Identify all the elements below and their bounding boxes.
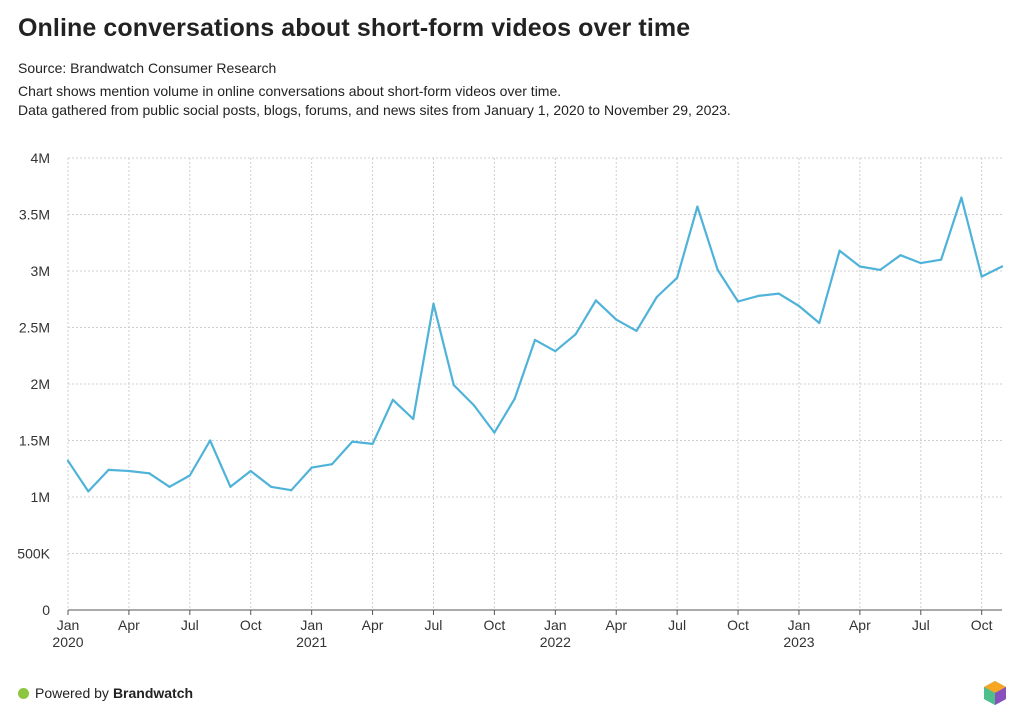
x-tick-label: Oct bbox=[971, 617, 993, 633]
x-tick-label: Jan bbox=[300, 617, 323, 633]
x-tick-label: Jan bbox=[544, 617, 567, 633]
data-point bbox=[838, 249, 841, 252]
y-tick-label: 2.5M bbox=[19, 320, 50, 336]
data-point bbox=[87, 490, 90, 493]
x-tick-label: Apr bbox=[362, 617, 384, 633]
data-point bbox=[127, 469, 131, 473]
y-tick-label: 500K bbox=[17, 546, 50, 562]
data-point bbox=[66, 459, 70, 462]
data-point bbox=[858, 265, 861, 268]
data-point bbox=[736, 300, 740, 303]
y-tick-label: 4M bbox=[31, 150, 50, 166]
x-year-label: 2020 bbox=[52, 634, 83, 650]
x-tick-label: Jul bbox=[181, 617, 199, 633]
data-point bbox=[676, 276, 679, 279]
data-point bbox=[818, 321, 821, 325]
data-point bbox=[919, 261, 922, 265]
data-point bbox=[371, 442, 374, 445]
data-point bbox=[209, 439, 212, 442]
y-tick-label: 2M bbox=[31, 376, 50, 392]
data-point bbox=[797, 304, 801, 308]
y-tick-label: 3.5M bbox=[19, 207, 50, 223]
x-year-label: 2023 bbox=[783, 634, 814, 650]
y-tick-label: 1.5M bbox=[19, 433, 50, 449]
chart-title: Online conversations about short-form vi… bbox=[18, 14, 691, 42]
data-point bbox=[472, 404, 476, 407]
x-tick-label: Jan bbox=[57, 617, 80, 633]
data-point bbox=[1000, 265, 1004, 268]
x-tick-label: Jan bbox=[788, 617, 811, 633]
x-tick-label: Oct bbox=[727, 617, 749, 633]
x-tick-label: Apr bbox=[849, 617, 871, 633]
data-point bbox=[330, 463, 334, 466]
y-tick-label: 0 bbox=[42, 602, 50, 618]
brandwatch-logo-icon bbox=[984, 681, 1006, 705]
data-point bbox=[594, 299, 598, 302]
data-point bbox=[615, 318, 618, 321]
data-point bbox=[493, 431, 496, 434]
source-text: Source: Brandwatch Consumer Research bbox=[18, 60, 277, 76]
x-year-label: 2022 bbox=[540, 634, 571, 650]
brandwatch-dot-icon bbox=[18, 687, 29, 699]
data-point bbox=[574, 333, 577, 336]
data-point bbox=[980, 275, 983, 278]
data-point bbox=[290, 489, 293, 492]
data-point bbox=[696, 205, 699, 208]
data-point bbox=[188, 474, 191, 477]
data-point bbox=[351, 440, 354, 443]
data-point bbox=[939, 258, 943, 261]
data-point bbox=[777, 292, 780, 295]
data-point bbox=[391, 398, 394, 401]
data-point bbox=[879, 268, 882, 271]
data-point bbox=[249, 469, 252, 473]
data-point bbox=[229, 485, 232, 488]
x-tick-label: Oct bbox=[484, 617, 506, 633]
x-year-label: 2021 bbox=[296, 634, 327, 650]
powered-by-footer: Powered by Brandwatch bbox=[18, 685, 193, 701]
x-tick-label: Jul bbox=[912, 617, 930, 633]
data-point bbox=[757, 294, 760, 297]
data-point bbox=[513, 397, 516, 400]
data-point bbox=[655, 295, 658, 299]
data-point bbox=[269, 485, 273, 488]
data-point bbox=[168, 485, 171, 488]
data-point bbox=[432, 302, 435, 305]
series-line bbox=[66, 196, 1004, 493]
data-point bbox=[452, 384, 455, 387]
chart-data-range-note: Data gathered from public social posts, … bbox=[18, 102, 731, 118]
data-point bbox=[310, 466, 313, 469]
x-tick-label: Apr bbox=[118, 617, 140, 633]
x-tick-label: Jul bbox=[668, 617, 686, 633]
data-point bbox=[716, 268, 719, 271]
data-point bbox=[107, 468, 110, 471]
data-point bbox=[899, 254, 902, 257]
x-tick-label: Apr bbox=[605, 617, 627, 633]
powered-by-label: Powered by bbox=[35, 685, 109, 701]
data-point bbox=[554, 350, 557, 353]
data-point bbox=[960, 196, 963, 199]
data-point bbox=[635, 329, 638, 332]
chart-description: Chart shows mention volume in online con… bbox=[18, 83, 562, 99]
x-tick-label: Oct bbox=[240, 617, 262, 633]
data-point bbox=[412, 417, 415, 421]
brand-name: Brandwatch bbox=[112, 685, 194, 701]
data-point bbox=[533, 338, 537, 342]
x-tick-label: Jul bbox=[425, 617, 443, 633]
y-tick-label: 1M bbox=[31, 489, 50, 505]
data-point bbox=[148, 472, 151, 475]
y-tick-label: 3M bbox=[31, 263, 50, 279]
